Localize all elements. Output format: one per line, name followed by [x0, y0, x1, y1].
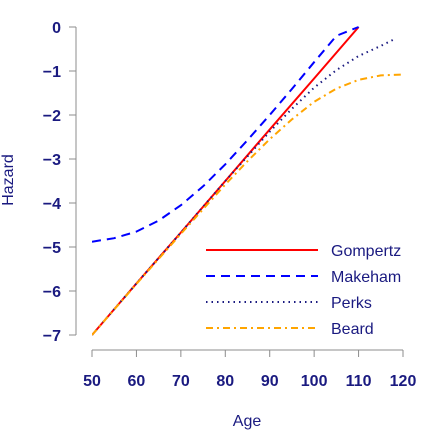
y-tick-label: −5	[43, 240, 61, 257]
legend-label-perks: Perks	[331, 295, 372, 312]
legend-label-beard: Beard	[331, 321, 374, 338]
y-tick-label: −4	[43, 196, 61, 213]
x-tick-label: 80	[216, 373, 234, 390]
legend-label-makeham: Makeham	[331, 269, 401, 286]
series-line-beard	[92, 73, 404, 336]
x-tick-label: 110	[346, 373, 372, 390]
x-axis-title: Age	[233, 413, 262, 430]
series-lines	[92, 26, 404, 336]
legend-label-gompertz: Gompertz	[331, 243, 401, 260]
x-tick-label: 90	[261, 373, 279, 390]
x-tick-label: 70	[172, 373, 190, 390]
y-tick-label: −2	[43, 108, 61, 125]
y-axis-title: Hazard	[0, 154, 17, 206]
legend: Gompertz Makeham Perks Beard	[206, 243, 401, 338]
x-tick-label: 60	[128, 373, 146, 390]
y-tick-label: −1	[43, 64, 61, 81]
y-tick-label: −6	[43, 284, 61, 301]
x-tick-label: 120	[390, 373, 417, 390]
y-tick-label: −3	[43, 152, 61, 169]
axes: 50 60 70 80 90 100 110 120 −7 −6 −5 −4 −3 −2 −1 0	[43, 20, 417, 390]
y-tick-label: −7	[43, 328, 61, 345]
series-line-makeham	[92, 26, 359, 243]
x-tick-label: 100	[301, 373, 328, 390]
y-tick-label: 0	[52, 20, 61, 37]
x-tick-label: 50	[83, 373, 101, 390]
